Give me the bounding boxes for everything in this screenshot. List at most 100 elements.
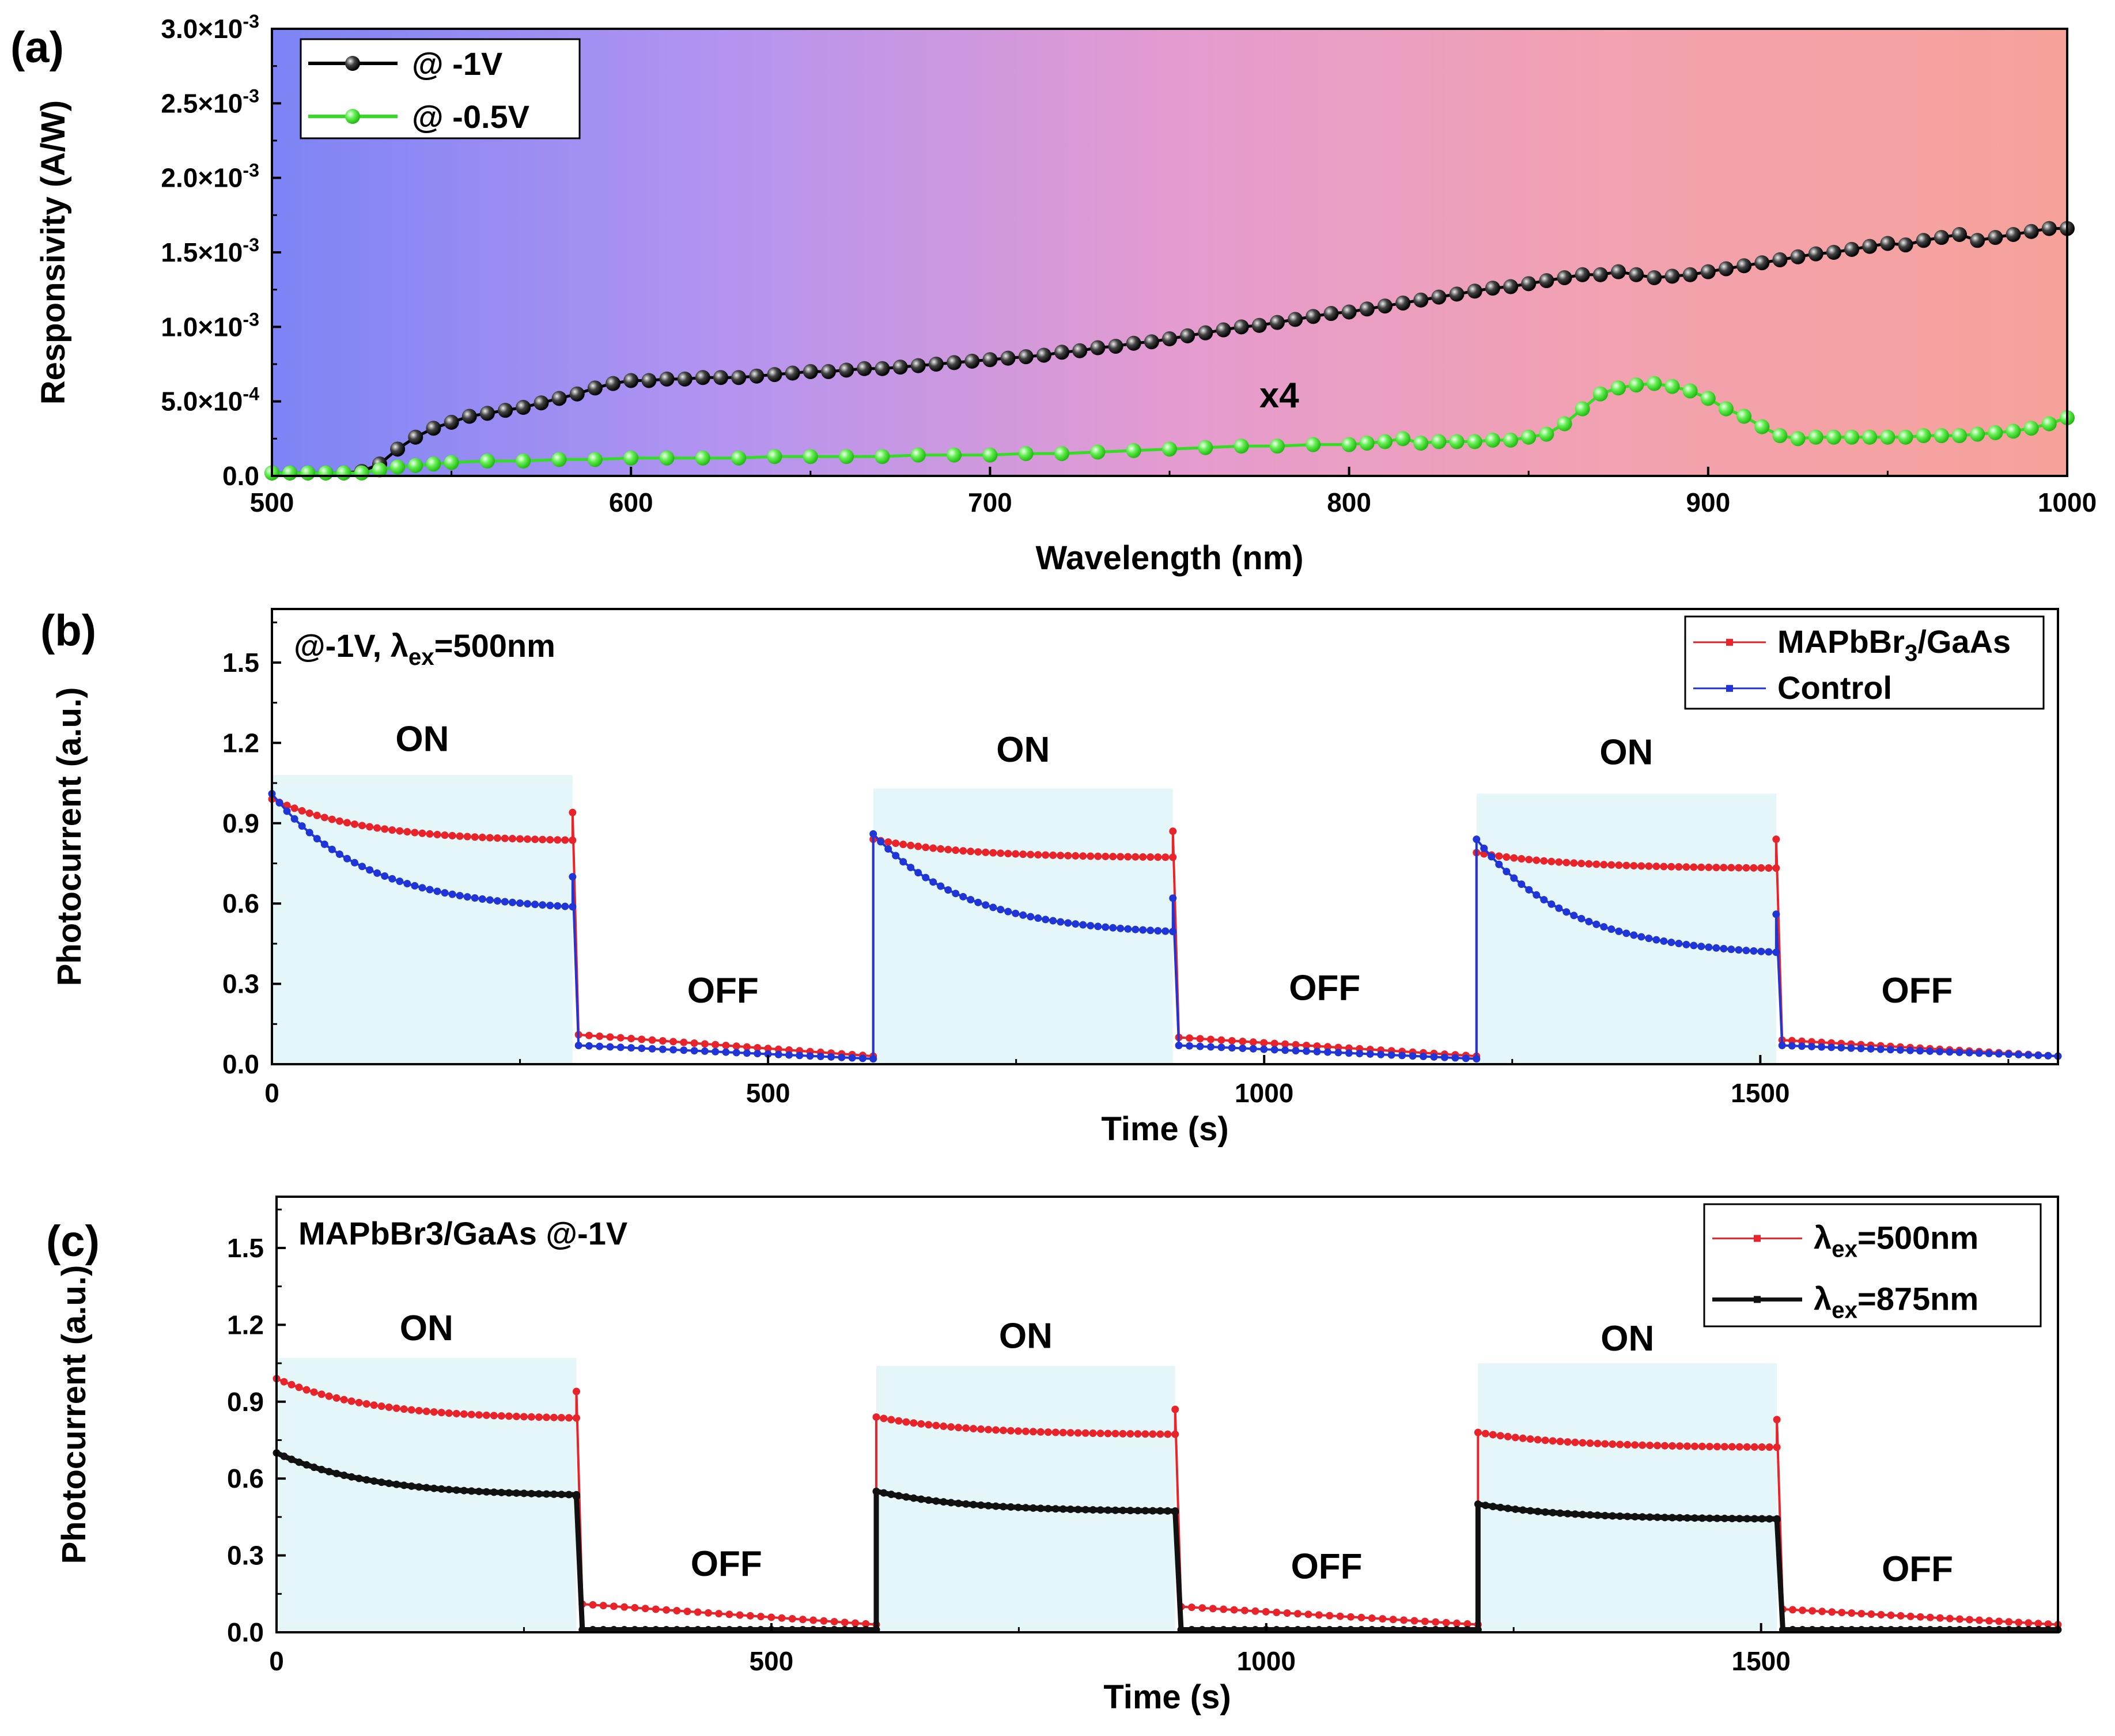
data-point bbox=[1389, 1616, 1397, 1624]
data-point bbox=[1936, 1047, 1944, 1056]
data-point bbox=[1379, 1615, 1387, 1623]
data-point bbox=[857, 361, 872, 376]
data-point bbox=[1765, 1443, 1773, 1451]
data-point bbox=[1579, 1439, 1587, 1447]
data-point bbox=[1303, 1041, 1311, 1049]
data-point bbox=[1970, 426, 1985, 442]
data-point bbox=[1149, 1430, 1157, 1438]
data-point bbox=[982, 848, 990, 856]
data-point bbox=[1186, 1034, 1194, 1042]
legend-marker bbox=[1726, 684, 1733, 692]
data-point bbox=[1906, 1612, 1915, 1620]
data-point bbox=[388, 826, 396, 834]
data-point bbox=[616, 1043, 625, 1052]
data-point bbox=[426, 421, 441, 436]
y-tick-label: 3.0×10-3 bbox=[161, 11, 259, 44]
data-point bbox=[551, 391, 567, 406]
data-point bbox=[554, 836, 562, 844]
data-point bbox=[1359, 436, 1375, 451]
data-point bbox=[310, 1463, 318, 1472]
x-tick-label: 0 bbox=[264, 1078, 279, 1108]
data-point bbox=[569, 836, 577, 844]
data-point bbox=[1034, 851, 1042, 859]
data-point bbox=[411, 882, 419, 890]
data-point bbox=[917, 1420, 925, 1428]
data-point bbox=[1808, 1607, 1817, 1615]
data-point bbox=[407, 1406, 415, 1414]
data-point bbox=[1410, 1617, 1418, 1625]
data-point bbox=[638, 1044, 646, 1052]
data-point bbox=[310, 1388, 318, 1396]
data-point bbox=[1341, 304, 1357, 320]
data-point bbox=[1154, 926, 1162, 935]
x-axis-title: Time (s) bbox=[1103, 1678, 1231, 1716]
data-point bbox=[1102, 923, 1110, 931]
data-point bbox=[486, 896, 494, 904]
data-point bbox=[390, 459, 406, 475]
data-point bbox=[1526, 1507, 1534, 1515]
data-point bbox=[1057, 918, 1065, 926]
data-point bbox=[1074, 1429, 1082, 1437]
data-point bbox=[977, 1501, 985, 1509]
data-point bbox=[1862, 239, 1878, 254]
data-point bbox=[1534, 1436, 1542, 1444]
data-point bbox=[722, 1041, 730, 1049]
data-point bbox=[1366, 1050, 1374, 1058]
data-point bbox=[641, 373, 657, 388]
data-point bbox=[479, 406, 495, 421]
data-point bbox=[999, 1427, 1007, 1435]
data-point bbox=[1533, 856, 1541, 864]
data-point bbox=[1014, 1427, 1022, 1435]
data-point bbox=[1036, 1428, 1045, 1436]
legend: MAPbBr3/GaAs Control bbox=[1684, 615, 2045, 710]
data-point bbox=[1988, 230, 2003, 245]
y-tick-label: 1.5 bbox=[227, 1233, 264, 1263]
data-point bbox=[377, 1402, 385, 1410]
data-point bbox=[275, 799, 283, 807]
data-point bbox=[373, 869, 381, 877]
data-point bbox=[977, 1425, 985, 1433]
data-point bbox=[648, 1036, 656, 1044]
data-point bbox=[1735, 1515, 1743, 1523]
data-point bbox=[1698, 1442, 1706, 1450]
data-point bbox=[1735, 1443, 1743, 1451]
data-point bbox=[1600, 861, 1608, 869]
data-point bbox=[467, 1487, 475, 1495]
data-point bbox=[1489, 1431, 1497, 1439]
data-point bbox=[892, 852, 900, 860]
data-point bbox=[1087, 852, 1095, 860]
data-point bbox=[1066, 1506, 1074, 1514]
data-point bbox=[370, 1401, 378, 1409]
data-point bbox=[433, 831, 441, 839]
panel-c: ON OFF ON OFF ON OFF 0 500 1000 1500 0.0 0.3 0.6 0.9 1… bbox=[46, 1196, 2062, 1716]
data-point bbox=[917, 1495, 925, 1503]
data-point bbox=[757, 1613, 765, 1621]
data-point bbox=[332, 1469, 340, 1477]
data-point bbox=[1306, 309, 1321, 324]
data-point bbox=[572, 1492, 580, 1500]
data-point bbox=[280, 1378, 288, 1386]
data-point bbox=[318, 465, 334, 481]
data-point bbox=[1147, 853, 1155, 861]
data-point bbox=[1089, 1506, 1097, 1514]
data-point bbox=[712, 1041, 720, 1049]
data-point bbox=[1094, 922, 1102, 931]
data-point bbox=[1409, 1052, 1417, 1060]
data-point bbox=[1021, 1427, 1030, 1435]
data-point bbox=[305, 809, 313, 817]
y-tick-label: 0.6 bbox=[222, 888, 259, 918]
data-point bbox=[1260, 1045, 1268, 1053]
data-point bbox=[1059, 1428, 1067, 1436]
data-point bbox=[1303, 1047, 1311, 1055]
data-point bbox=[430, 1408, 438, 1416]
data-point bbox=[1262, 1608, 1270, 1616]
data-point bbox=[351, 820, 359, 828]
data-point bbox=[1697, 863, 1705, 871]
data-point bbox=[1004, 907, 1012, 916]
data-point bbox=[1488, 853, 1496, 861]
data-point bbox=[952, 846, 960, 854]
data-point bbox=[1336, 1612, 1344, 1620]
data-point bbox=[372, 462, 387, 478]
panel-a: 500 600 700 800 900 1000 0.0 5.0×10-4 1.0×10-3 1.… bbox=[10, 11, 2097, 577]
data-point bbox=[631, 1603, 639, 1612]
